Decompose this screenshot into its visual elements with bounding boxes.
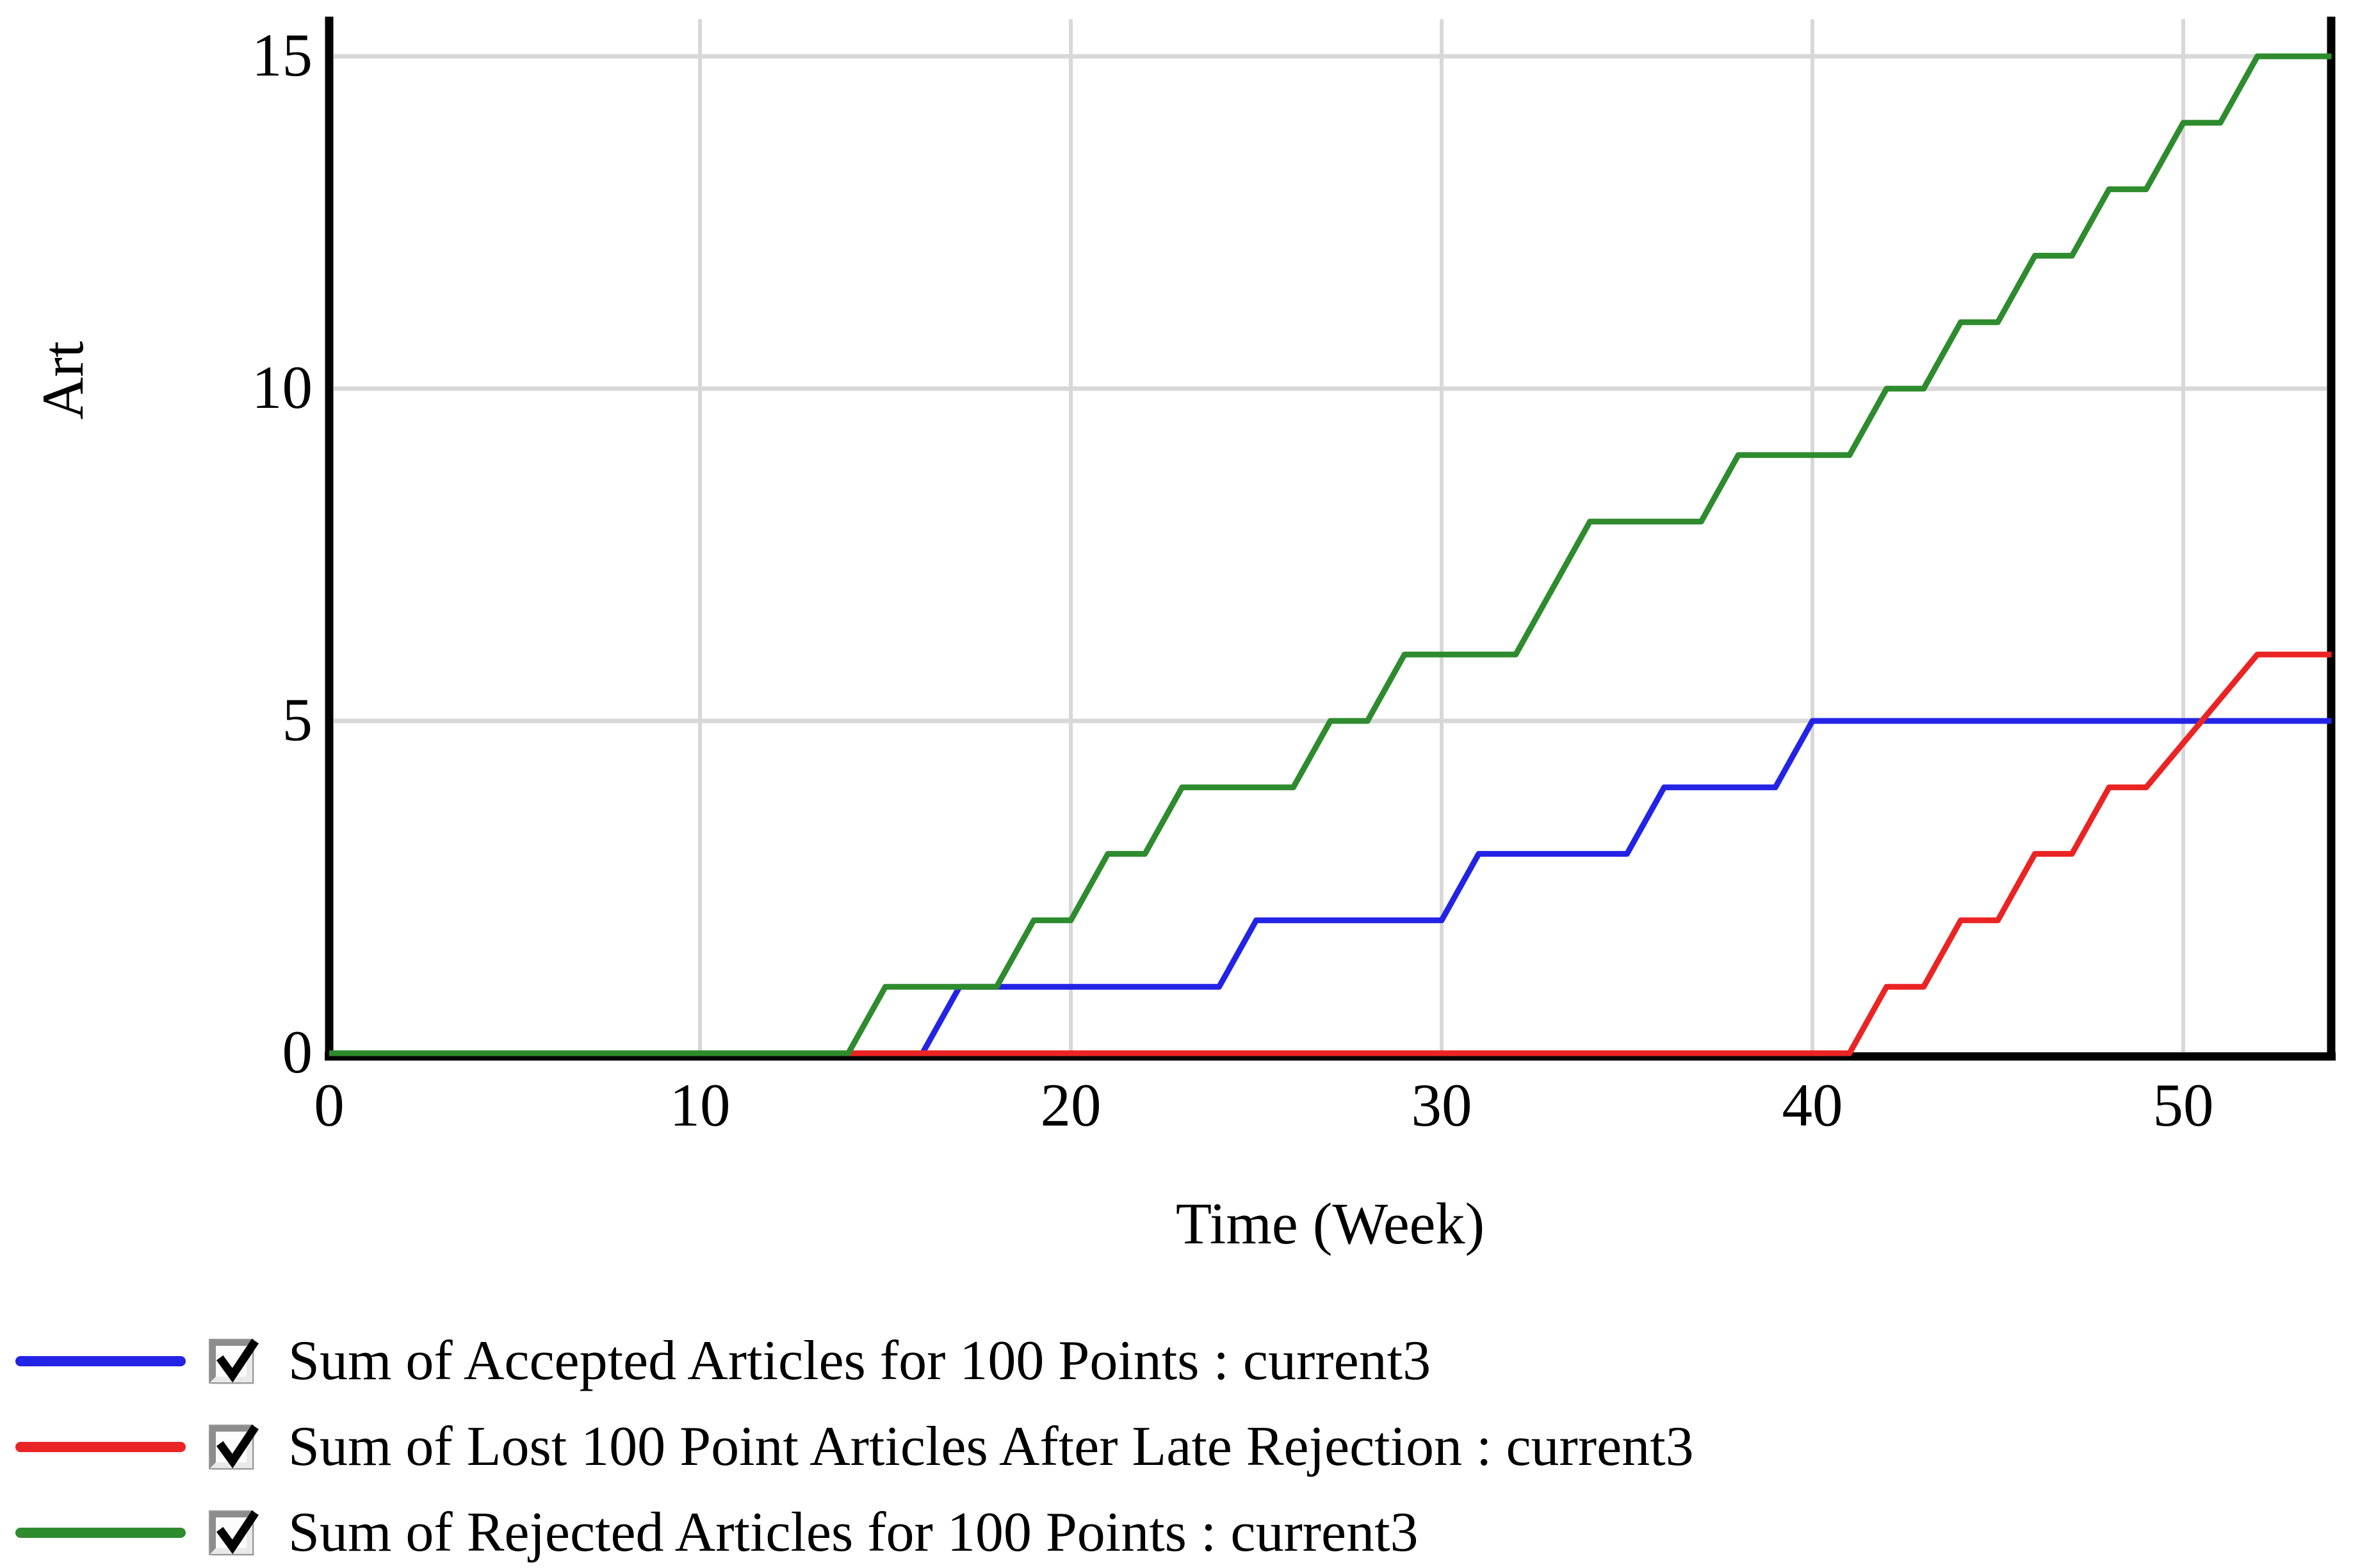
x-axis-title: Time (Week) bbox=[1175, 1191, 1485, 1256]
y-tick-label-15: 15 bbox=[252, 21, 313, 89]
y-tick-label-0: 0 bbox=[282, 1018, 313, 1086]
x-tick-label-20: 20 bbox=[1040, 1071, 1102, 1139]
x-tick-label-10: 10 bbox=[669, 1071, 731, 1139]
check-icon bbox=[216, 1510, 259, 1555]
legend-checkbox-accepted[interactable] bbox=[209, 1338, 259, 1384]
series-line-0 bbox=[329, 718, 2332, 1056]
legend-row: Sum of Lost 100 Point Articles After Lat… bbox=[0, 1415, 1694, 1479]
y-tick-label-10: 10 bbox=[252, 353, 313, 421]
x-tick-label-0: 0 bbox=[314, 1071, 345, 1139]
check-icon bbox=[216, 1424, 259, 1469]
legend-line-swatch-lost bbox=[15, 1442, 186, 1452]
x-tick-label-40: 40 bbox=[1782, 1071, 1843, 1139]
legend-label-accepted: Sum of Accepted Articles for 100 Points … bbox=[288, 1330, 1431, 1392]
legend-label-lost: Sum of Lost 100 Point Articles After Lat… bbox=[288, 1416, 1694, 1478]
y-tick-label-5: 5 bbox=[282, 686, 313, 754]
legend-row: Sum of Rejected Articles for 100 Points … bbox=[0, 1501, 1419, 1565]
legend-line-swatch-accepted bbox=[15, 1356, 186, 1366]
legend-line-swatch-rejected bbox=[15, 1528, 186, 1538]
legend-row: Sum of Accepted Articles for 100 Points … bbox=[0, 1329, 1431, 1393]
series-line-1 bbox=[329, 651, 2332, 1056]
legend-label-rejected: Sum of Rejected Articles for 100 Points … bbox=[288, 1501, 1419, 1564]
series-line-2 bbox=[329, 53, 2332, 1056]
legend-checkbox-rejected[interactable] bbox=[209, 1510, 259, 1555]
x-tick-label-50: 50 bbox=[2152, 1071, 2214, 1139]
check-icon bbox=[216, 1338, 259, 1383]
x-tick-label-30: 30 bbox=[1411, 1071, 1472, 1139]
legend-checkbox-lost[interactable] bbox=[209, 1424, 259, 1469]
